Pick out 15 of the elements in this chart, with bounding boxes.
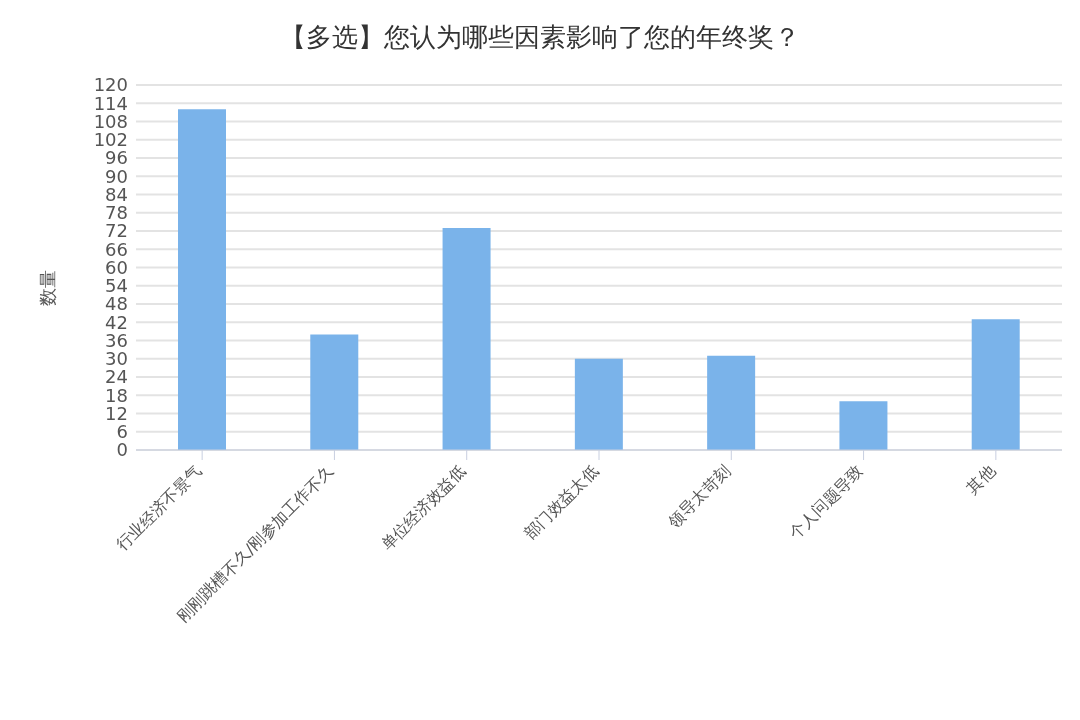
bar [310, 334, 359, 450]
bar [707, 355, 756, 450]
x-tick-label: 单位经济效益低 [376, 461, 470, 555]
bar [178, 109, 226, 450]
x-tick-label: 部门效益太低 [520, 461, 602, 543]
y-axis-title: 数量 [36, 270, 59, 306]
x-tick-label: 行业经济不景气 [112, 461, 205, 555]
chart-title: 【多选】您认为哪些因素影响了您的年终奖？ [279, 21, 801, 54]
bar [971, 319, 1020, 450]
x-tick-label: 其他 [962, 461, 999, 498]
x-tick-label: 个人问题导致 [785, 461, 867, 543]
bar [839, 401, 888, 450]
x-tick-label: 领导太苛刻 [664, 461, 735, 532]
bar [574, 358, 623, 450]
bar [442, 227, 491, 450]
